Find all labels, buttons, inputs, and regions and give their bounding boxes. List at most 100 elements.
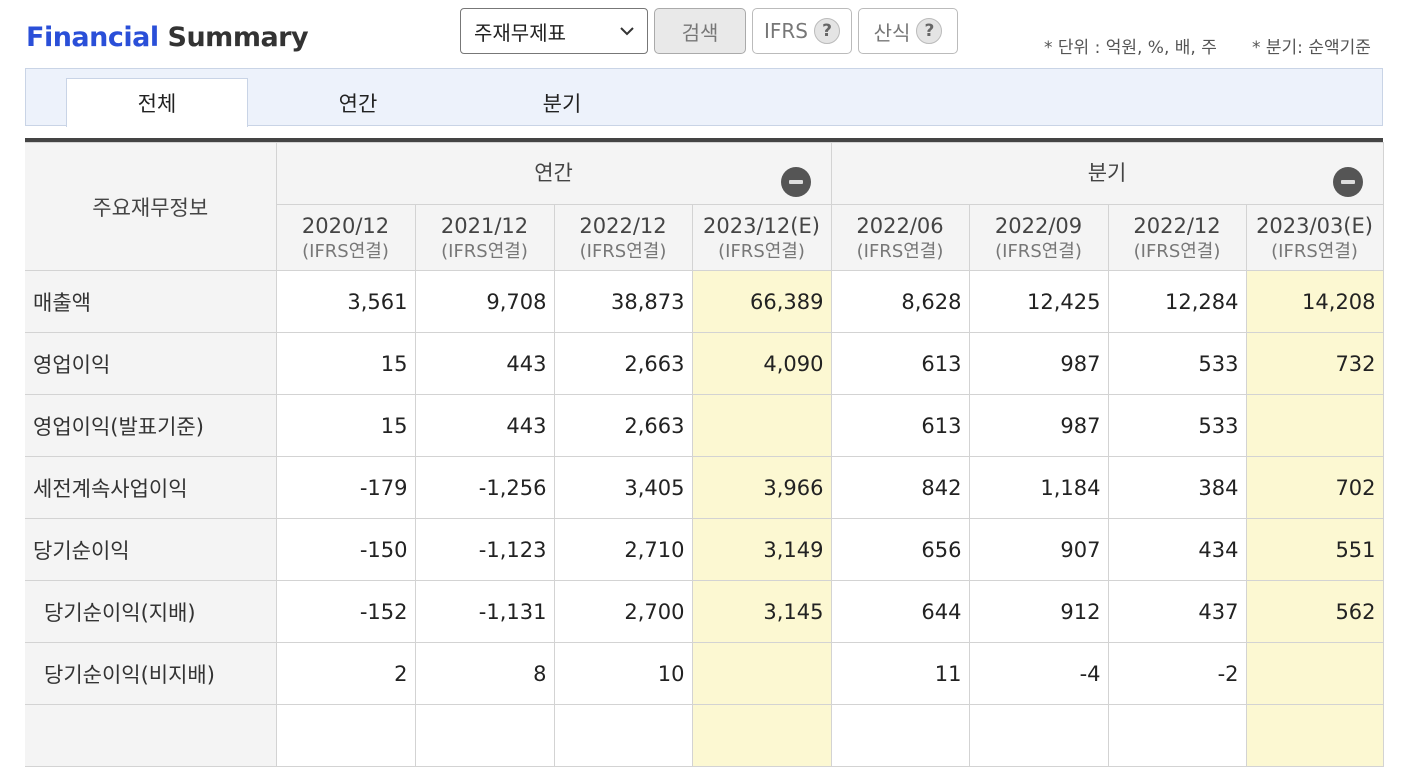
table-row: 매출액 3,561 9,708 38,873 66,389 8,628 12,425 12,2… bbox=[25, 270, 1384, 333]
question-icon: ? bbox=[916, 18, 943, 44]
table-cell bbox=[1245, 704, 1384, 767]
table-cell: 38,873 bbox=[553, 270, 693, 333]
table-cell bbox=[691, 704, 832, 767]
formula-label: 산식 bbox=[873, 20, 911, 45]
table-cell: 8 bbox=[414, 642, 555, 705]
column-period: 2022/06 bbox=[856, 214, 944, 238]
financial-table: 주요재무정보 연간 분기 2020/12 (IFRS연결) 2021/12 (IFRS… bbox=[25, 138, 1384, 767]
table-cell: 987 bbox=[968, 332, 1109, 395]
table-cell: 10 bbox=[553, 642, 693, 705]
column-basis: (IFRS연결) bbox=[1133, 241, 1221, 262]
table-cell: -152 bbox=[275, 580, 416, 643]
column-period: 2021/12 bbox=[440, 214, 529, 238]
column-period: 2023/12(E) bbox=[703, 214, 820, 238]
table-cell bbox=[691, 394, 832, 457]
column-period: 2022/12 bbox=[579, 214, 667, 238]
search-button[interactable]: 검색 bbox=[654, 8, 746, 54]
table-cell bbox=[968, 704, 1109, 767]
group-quarterly: 분기 bbox=[830, 142, 1384, 205]
table-cell: 3,145 bbox=[691, 580, 832, 643]
formula-help-button[interactable]: 산식 ? bbox=[858, 8, 958, 54]
table-cell: 384 bbox=[1107, 456, 1247, 519]
collapse-annual-icon[interactable] bbox=[780, 167, 811, 197]
table-cell bbox=[1107, 704, 1247, 767]
column-basis: (IFRS연결) bbox=[441, 241, 528, 262]
row-label: 영업이익(발표기준) bbox=[25, 394, 277, 457]
column-header: 2022/12 (IFRS연결) bbox=[553, 204, 693, 271]
table-cell: 702 bbox=[1245, 456, 1384, 519]
table-cell: 987 bbox=[968, 394, 1109, 457]
table-cell: 11 bbox=[830, 642, 970, 705]
column-header: 2022/12 (IFRS연결) bbox=[1107, 204, 1247, 271]
column-basis: (IFRS연결) bbox=[995, 241, 1082, 262]
table-cell: 4,090 bbox=[691, 332, 832, 395]
column-header: 2023/12(E) (IFRS연결) bbox=[691, 204, 832, 271]
table-cell: 2,710 bbox=[553, 518, 693, 581]
group-annual: 연간 bbox=[275, 142, 832, 205]
table-cell: 15 bbox=[275, 394, 416, 457]
table-cell bbox=[1245, 394, 1384, 457]
statement-select[interactable]: 주재무제표 bbox=[460, 8, 648, 54]
table-cell: 1,184 bbox=[968, 456, 1109, 519]
title-financial: Financial bbox=[26, 22, 159, 53]
table-cell: 3,149 bbox=[691, 518, 832, 581]
table-cell: 613 bbox=[830, 332, 970, 395]
tab-quarterly[interactable]: 분기 bbox=[542, 92, 582, 116]
row-label: 세전계속사업이익 bbox=[25, 456, 277, 519]
row-label bbox=[25, 704, 277, 767]
column-basis: (IFRS연결) bbox=[718, 241, 805, 262]
table-cell: 842 bbox=[830, 456, 970, 519]
ifrs-label: IFRS bbox=[764, 19, 808, 43]
row-label: 당기순이익(지배) bbox=[25, 580, 277, 643]
table-cell: 2,663 bbox=[553, 394, 693, 457]
table-cell bbox=[1245, 642, 1384, 705]
column-header: 2020/12 (IFRS연결) bbox=[275, 204, 416, 271]
column-basis: (IFRS연결) bbox=[302, 241, 389, 262]
table-cell: 2,663 bbox=[553, 332, 693, 395]
column-header: 2021/12 (IFRS연결) bbox=[414, 204, 555, 271]
table-cell bbox=[553, 704, 693, 767]
table-cell: 2,700 bbox=[553, 580, 693, 643]
table-row: 당기순이익(지배) -152 -1,131 2,700 3,145 644 912 437 56… bbox=[25, 580, 1384, 643]
table-row: 당기순이익(비지배) 2 8 10 11 -4 -2 bbox=[25, 642, 1384, 705]
column-header: 2022/09 (IFRS연결) bbox=[968, 204, 1109, 271]
table-cell: -4 bbox=[968, 642, 1109, 705]
table-cell: 443 bbox=[414, 394, 555, 457]
table-cell: 12,425 bbox=[968, 270, 1109, 333]
row-header: 주요재무정보 bbox=[25, 142, 277, 271]
table-cell: 8,628 bbox=[830, 270, 970, 333]
unit-note: * 단위 : 억원, %, 배, 주 bbox=[1044, 38, 1217, 58]
collapse-quarterly-icon[interactable] bbox=[1332, 167, 1363, 197]
table-row: 세전계속사업이익 -179 -1,256 3,405 3,966 842 1,184 384 7… bbox=[25, 456, 1384, 519]
group-quarterly-label: 분기 bbox=[1087, 161, 1127, 185]
table-cell: 2 bbox=[275, 642, 416, 705]
table-cell: 644 bbox=[830, 580, 970, 643]
column-period: 2020/12 bbox=[301, 214, 390, 238]
table-cell bbox=[275, 704, 416, 767]
table-cell: 3,561 bbox=[275, 270, 416, 333]
table-cell: 533 bbox=[1107, 394, 1247, 457]
toolbar: 주재무제표 검색 IFRS ? 산식 ? bbox=[460, 8, 958, 56]
ifrs-help-button[interactable]: IFRS ? bbox=[752, 8, 852, 54]
column-period: 2023/03(E) bbox=[1256, 214, 1373, 238]
table-cell: -179 bbox=[275, 456, 416, 519]
tab-annual[interactable]: 연간 bbox=[338, 92, 378, 116]
table-cell: -1,256 bbox=[414, 456, 555, 519]
table-cell: 3,405 bbox=[553, 456, 693, 519]
table-cell: 12,284 bbox=[1107, 270, 1247, 333]
table-cell: 14,208 bbox=[1245, 270, 1384, 333]
statement-select-value: 주재무제표 bbox=[474, 20, 566, 45]
table-cell bbox=[830, 704, 970, 767]
group-annual-label: 연간 bbox=[534, 161, 573, 185]
table-cell: -150 bbox=[275, 518, 416, 581]
column-header: 2023/03(E) (IFRS연결) bbox=[1245, 204, 1384, 271]
table-row: 당기순이익 -150 -1,123 2,710 3,149 656 907 434 551 bbox=[25, 518, 1384, 581]
column-basis: (IFRS연결) bbox=[579, 241, 667, 262]
quarter-note: * 분기: 순액기준 bbox=[1252, 38, 1371, 58]
title-summary: Summary bbox=[167, 22, 309, 53]
question-icon: ? bbox=[814, 18, 840, 44]
tab-all[interactable]: 전체 bbox=[66, 78, 248, 127]
table-row bbox=[25, 704, 1384, 767]
table-cell: 437 bbox=[1107, 580, 1247, 643]
table-cell: 732 bbox=[1245, 332, 1384, 395]
